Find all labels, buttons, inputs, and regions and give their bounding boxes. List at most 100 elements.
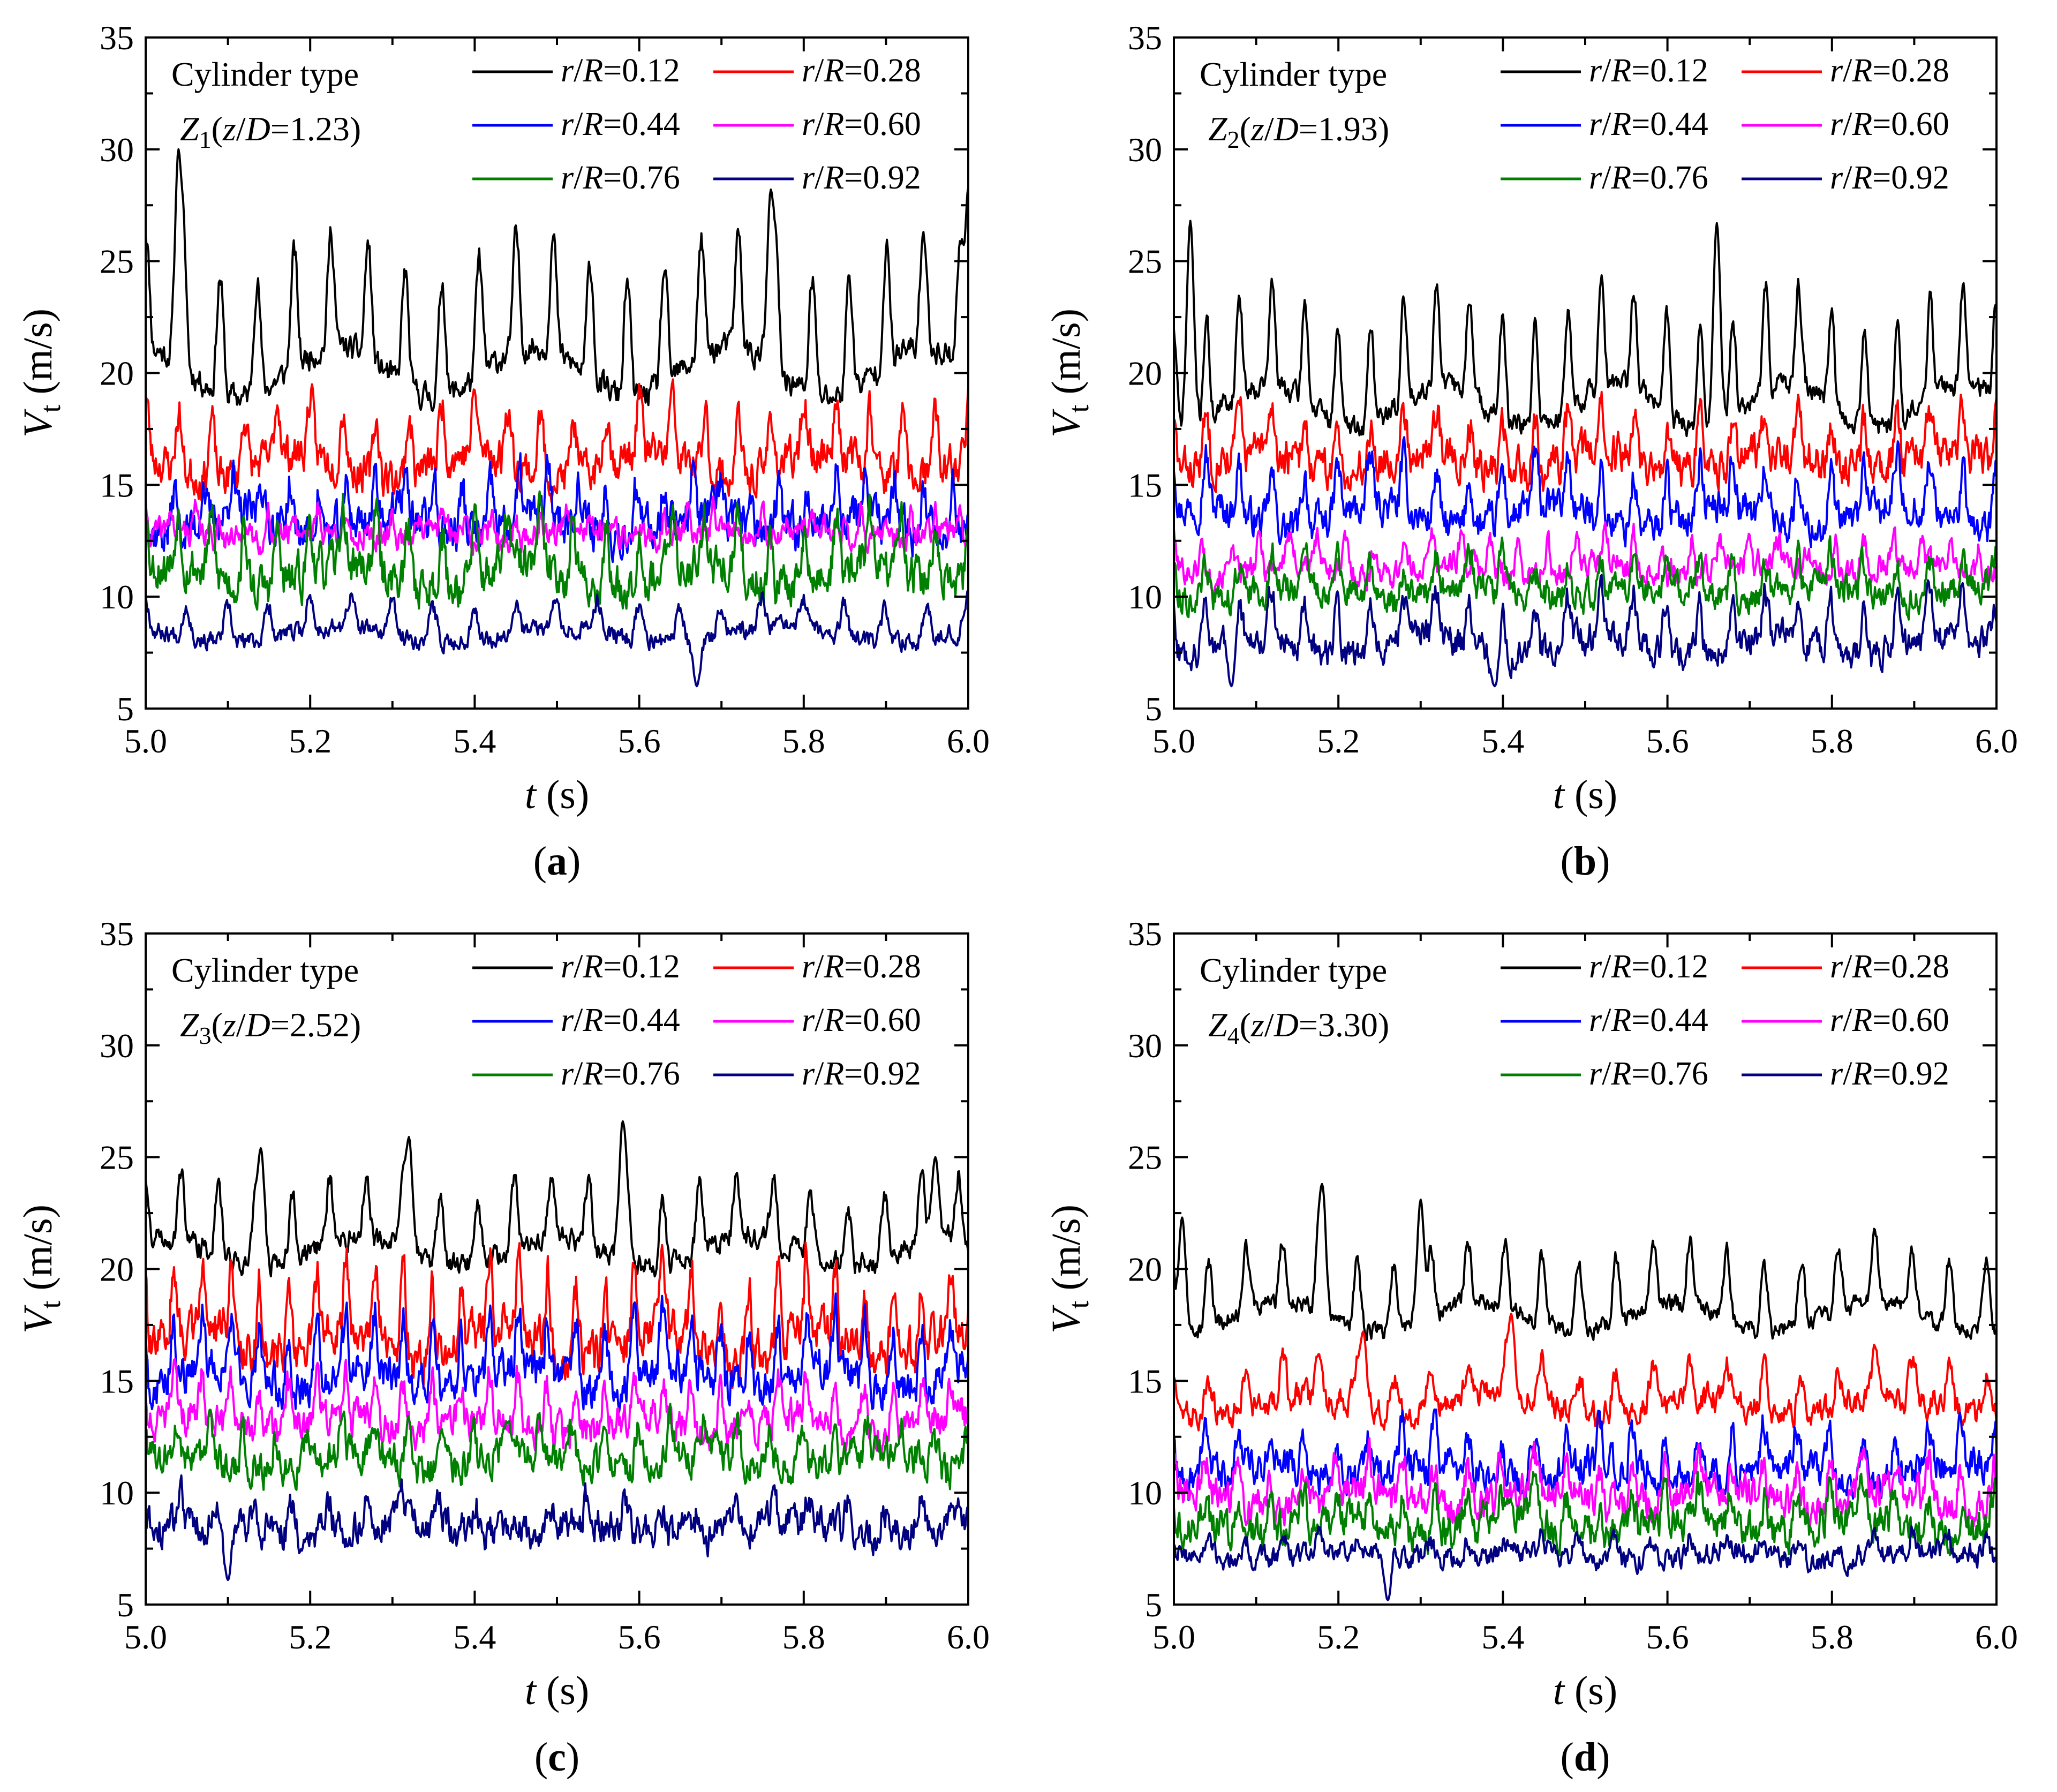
- y-tick-label: 25: [100, 243, 134, 281]
- x-tick-label: 5.2: [1317, 722, 1360, 760]
- series-line-r092: [146, 590, 968, 688]
- series-lines: [1174, 220, 1996, 688]
- legend-label-r092: r/R=0.92: [1830, 160, 1949, 196]
- series-line-r060: [1174, 1437, 1996, 1531]
- y-tick-label: 15: [1128, 1362, 1162, 1400]
- series-line-r092: [1174, 574, 1996, 688]
- y-axis-label: Vt (m/s): [16, 308, 66, 438]
- panel-label: (c): [534, 1735, 579, 1780]
- series-line-r076: [1174, 535, 1996, 621]
- y-tick-label: 20: [1128, 355, 1162, 393]
- y-tick-label: 10: [100, 1474, 134, 1512]
- y-tick-label: 5: [117, 690, 134, 728]
- annotation-position: Z3(z/D=2.52): [180, 1006, 361, 1049]
- y-tick-label: 15: [1128, 466, 1162, 504]
- y-tick-label: 5: [1145, 690, 1162, 728]
- legend-label-r060: r/R=0.60: [802, 106, 921, 142]
- y-tick-label: 35: [1128, 915, 1162, 953]
- annotation-cylinder-type: Cylinder type: [171, 951, 359, 989]
- x-tick-label: 5.2: [289, 722, 331, 760]
- panel-label: (d): [1561, 1735, 1610, 1780]
- series-line-r012: [1174, 1183, 1996, 1342]
- series-line-r060: [146, 1358, 968, 1457]
- series-line-r076: [146, 1403, 968, 1491]
- series-lines: [146, 148, 968, 688]
- x-tick-label: 5.6: [1646, 722, 1689, 760]
- x-tick-label: 5.6: [618, 722, 661, 760]
- annotation-position: Z4(z/D=3.30): [1208, 1006, 1389, 1049]
- y-tick-label: 35: [100, 19, 134, 57]
- y-axis-label: Vt (m/s): [16, 1204, 66, 1334]
- chart-svg: 5.0 5.2 5.4 5.6 5.8 6.0 5 10 15 20 25 30 35 t (s) Vt (…: [1044, 19, 2018, 884]
- annotation-cylinder-type: Cylinder type: [171, 55, 359, 93]
- series-line-r092: [146, 1474, 968, 1582]
- x-tick-label: 5.0: [1152, 722, 1195, 760]
- series-lines: [1174, 1183, 1996, 1601]
- legend: r/R=0.12 r/R=0.28 r/R=0.44 r/R=0.60 r/R=0.76…: [1501, 52, 1949, 196]
- x-tick-label: 5.4: [1481, 1618, 1524, 1656]
- legend: r/R=0.12 r/R=0.28 r/R=0.44 r/R=0.60 r/R=0.76…: [1501, 948, 1949, 1092]
- x-tick-label: 6.0: [947, 1618, 990, 1656]
- series-line-r012: [146, 1120, 968, 1278]
- legend-label-r092: r/R=0.92: [1830, 1056, 1949, 1092]
- x-tick-label: 5.0: [124, 722, 167, 760]
- annotation-cylinder-type: Cylinder type: [1200, 55, 1387, 93]
- series-line-r060: [146, 495, 968, 556]
- y-tick-label: 25: [100, 1139, 134, 1177]
- series-line-r012: [1174, 220, 1996, 438]
- legend-label-r012: r/R=0.12: [561, 52, 680, 89]
- y-tick-label: 25: [1128, 243, 1162, 281]
- series-lines: [146, 1120, 968, 1582]
- series-line-r012: [146, 148, 968, 412]
- x-tick-label: 5.8: [1811, 722, 1853, 760]
- chart-svg: 5.0 5.2 5.4 5.6 5.8 6.0 5 10 15 20 25 30 35 t (s) Vt (…: [16, 19, 990, 884]
- panel-label: (a): [533, 839, 581, 884]
- y-tick-label: 20: [100, 355, 134, 393]
- chart-panel-d: 5.0 5.2 5.4 5.6 5.8 6.0 5 10 15 20 25 30 35 t (s) Vt (…: [1028, 896, 2057, 1792]
- series-line-r076: [1174, 1471, 1996, 1556]
- annotation-position: Z1(z/D=1.23): [180, 110, 361, 153]
- y-tick-label: 25: [1128, 1139, 1162, 1177]
- x-tick-label: 5.4: [453, 722, 496, 760]
- y-tick-label: 15: [100, 466, 134, 504]
- y-tick-label: 10: [1128, 578, 1162, 616]
- x-tick-label: 5.0: [1152, 1618, 1195, 1656]
- y-tick-label: 20: [100, 1251, 134, 1289]
- y-tick-label: 30: [100, 131, 134, 169]
- legend-label-r076: r/R=0.76: [1589, 1056, 1708, 1092]
- panel-label: (b): [1561, 839, 1610, 884]
- x-axis-label: t (s): [1553, 1668, 1617, 1713]
- y-axis-label: Vt (m/s): [1044, 1204, 1095, 1334]
- x-tick-label: 5.8: [782, 1618, 825, 1656]
- y-tick-label: 5: [1145, 1586, 1162, 1624]
- legend-label-r060: r/R=0.60: [1830, 1002, 1949, 1038]
- x-tick-label: 5.6: [618, 1618, 661, 1656]
- y-axis-label: Vt (m/s): [1044, 308, 1095, 438]
- legend-label-r076: r/R=0.76: [561, 160, 680, 196]
- y-tick-label: 10: [1128, 1474, 1162, 1512]
- y-tick-label: 30: [1128, 131, 1162, 169]
- chart-panel-a: 5.0 5.2 5.4 5.6 5.8 6.0 5 10 15 20 25 30 35 t (s) Vt (…: [0, 0, 1028, 896]
- y-tick-label: 35: [100, 915, 134, 953]
- legend-label-r076: r/R=0.76: [1589, 160, 1708, 196]
- chart-svg: 5.0 5.2 5.4 5.6 5.8 6.0 5 10 15 20 25 30 35 t (s) Vt (…: [16, 915, 990, 1780]
- annotation-position: Z2(z/D=1.93): [1208, 110, 1389, 153]
- legend-label-r028: r/R=0.28: [1830, 948, 1949, 985]
- legend-label-r060: r/R=0.60: [802, 1002, 921, 1038]
- legend-label-r012: r/R=0.12: [1589, 948, 1708, 985]
- chart-svg: 5.0 5.2 5.4 5.6 5.8 6.0 5 10 15 20 25 30 35 t (s) Vt (…: [1044, 915, 2018, 1780]
- legend-label-r044: r/R=0.44: [1589, 106, 1708, 142]
- x-tick-label: 6.0: [1975, 1618, 2018, 1656]
- series-line-r044: [1174, 1408, 1996, 1502]
- legend-label-r012: r/R=0.12: [1589, 52, 1708, 89]
- legend-label-r060: r/R=0.60: [1830, 106, 1949, 142]
- annotation-cylinder-type: Cylinder type: [1200, 951, 1387, 989]
- series-line-r044: [1174, 436, 1996, 548]
- x-tick-label: 5.4: [453, 1618, 496, 1656]
- y-tick-label: 10: [100, 578, 134, 616]
- series-line-r092: [1174, 1525, 1996, 1601]
- x-tick-label: 5.4: [1481, 722, 1524, 760]
- legend-label-r092: r/R=0.92: [802, 160, 921, 196]
- x-tick-label: 5.0: [124, 1618, 167, 1656]
- x-tick-label: 6.0: [947, 722, 990, 760]
